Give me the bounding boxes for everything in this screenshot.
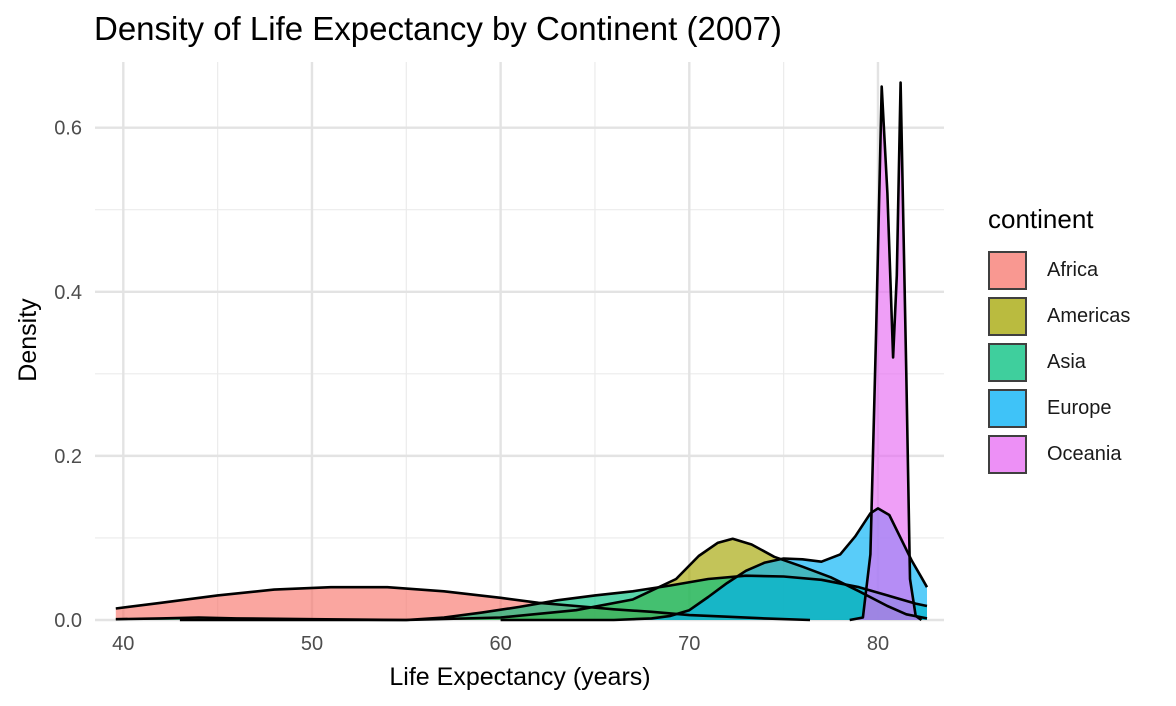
legend-key-europe	[988, 388, 1027, 428]
density-line-americas	[179, 537, 928, 622]
density-line-europe	[500, 507, 929, 622]
legend-item-americas: Americas	[988, 293, 1130, 339]
y-axis-title: Density	[14, 298, 42, 382]
legend-title: continent	[988, 204, 1094, 234]
y-tick-label: 0.4	[54, 282, 82, 304]
grid-lines	[95, 62, 944, 622]
legend-key-asia	[988, 342, 1027, 382]
x-tick-label: 60	[490, 633, 512, 655]
legend-label-africa: Africa	[1047, 258, 1099, 281]
legend-item-africa: Africa	[988, 247, 1130, 293]
legend-items: Africa Americas Asia Europe Oceania	[988, 247, 1130, 477]
density-line-asia	[115, 574, 928, 622]
density-line-oceania	[849, 81, 923, 622]
x-tick-label: 40	[112, 633, 134, 655]
legend-label-americas: Americas	[1047, 304, 1131, 327]
legend-item-oceania: Oceania	[988, 431, 1130, 477]
legend-label-asia: Asia	[1047, 350, 1086, 373]
legend-label-europe: Europe	[1047, 396, 1112, 419]
legend-item-asia: Asia	[988, 339, 1130, 385]
legend-key-africa	[988, 250, 1027, 290]
density-area-europe	[500, 508, 927, 620]
x-axis-title: Life Expectancy (years)	[389, 663, 650, 691]
density-line-africa	[115, 585, 811, 622]
x-tick-label: 50	[301, 633, 323, 655]
y-tick-label: 0.2	[54, 446, 82, 468]
density-areas	[115, 82, 928, 620]
x-tick-label: 70	[678, 633, 700, 655]
legend-key-americas	[988, 296, 1027, 336]
y-tick-label: 0.6	[54, 118, 82, 140]
tick-labels: 40 50 60 70 80 0.0 0.2 0.4 0.6	[54, 118, 889, 655]
x-tick-label: 80	[867, 633, 889, 655]
legend-item-europe: Europe	[988, 385, 1130, 431]
density-area-oceania	[849, 82, 922, 620]
density-outlines	[115, 81, 929, 622]
legend-key-oceania	[988, 434, 1027, 474]
chart-title: Density of Life Expectancy by Continent …	[94, 10, 782, 47]
y-tick-label: 0.0	[54, 610, 82, 632]
legend-label-oceania: Oceania	[1047, 442, 1122, 465]
legend: continent Africa Americas Asia Europe Oceani…	[988, 204, 1130, 477]
